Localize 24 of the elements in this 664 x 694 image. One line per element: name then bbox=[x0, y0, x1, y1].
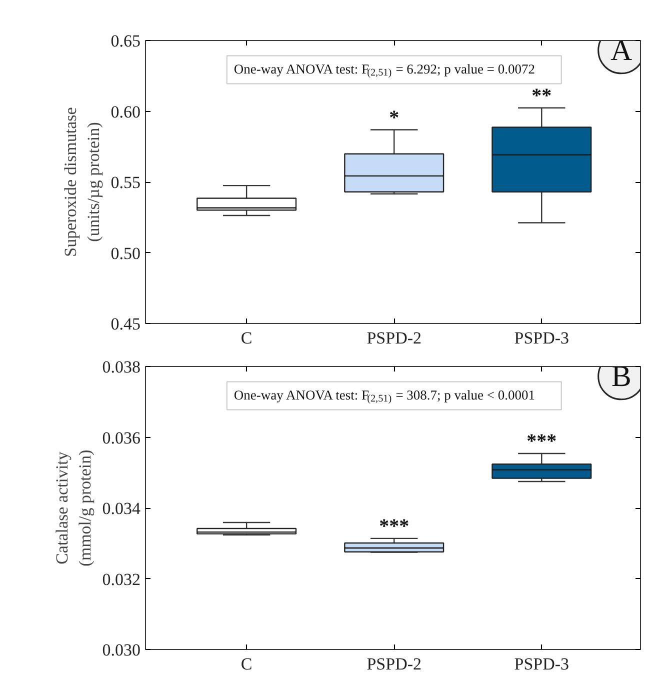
annotation: A bbox=[610, 34, 632, 67]
y-tick-label: 0.60 bbox=[110, 102, 140, 122]
y-axis-title: Superoxide dismutase (units/µg protein) bbox=[60, 107, 103, 257]
y-tick-label: 0.032 bbox=[102, 570, 140, 589]
y-tick-label: 0.034 bbox=[102, 499, 141, 518]
x-tick-label: C bbox=[240, 654, 252, 674]
y-tick-label: 0.50 bbox=[110, 244, 140, 263]
y-tick-label: 0.65 bbox=[110, 32, 140, 50]
y-tick-label: 0.030 bbox=[102, 640, 140, 660]
x-tick-label: PSPD-3 bbox=[514, 328, 570, 348]
annotation: *** bbox=[379, 515, 410, 538]
y-tick-label: 0.55 bbox=[110, 173, 140, 192]
x-tick-label: PSPD-3 bbox=[514, 654, 570, 674]
y-tick-label: 0.036 bbox=[102, 428, 140, 448]
x-tick-label: PSPD-2 bbox=[366, 328, 422, 348]
annotation: *** bbox=[526, 430, 557, 453]
y-tick-label: 0.45 bbox=[110, 314, 140, 334]
annotation: B bbox=[611, 360, 632, 393]
y-tick-label: 0.038 bbox=[102, 358, 140, 376]
x-tick-label: C bbox=[240, 328, 252, 348]
annotation: * bbox=[389, 106, 400, 129]
y-axis-title: Catalase activity (mmol/g protein) bbox=[52, 450, 94, 566]
annotation: ** bbox=[532, 84, 552, 107]
x-tick-label: PSPD-2 bbox=[366, 654, 422, 674]
